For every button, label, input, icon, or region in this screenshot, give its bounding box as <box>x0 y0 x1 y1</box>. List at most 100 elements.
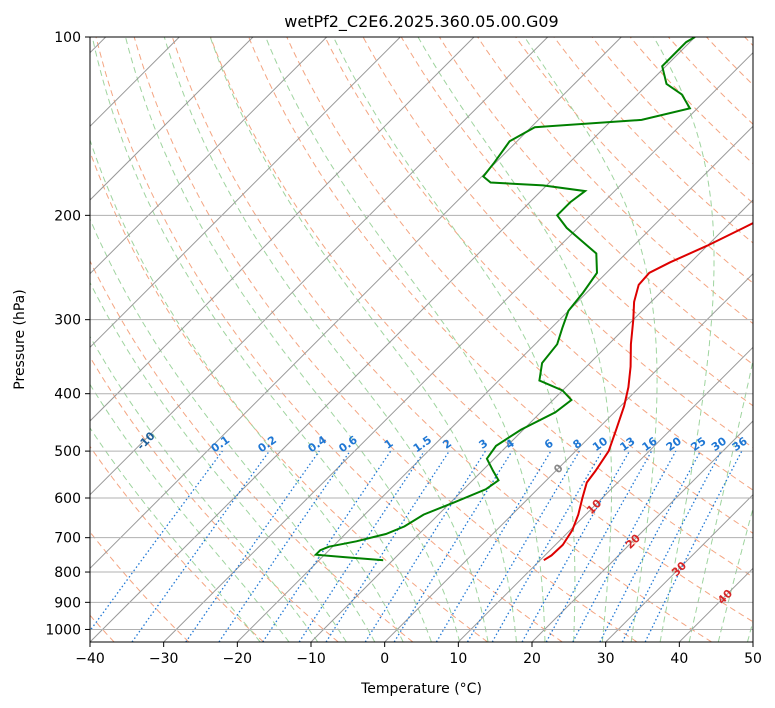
dry-adiabat <box>668 37 753 125</box>
x-tick-label: 40 <box>670 651 688 667</box>
dry-adiabat <box>706 37 753 86</box>
y-tick-label: 400 <box>54 387 81 403</box>
x-axis-label: Temperature (°C) <box>360 681 482 697</box>
dry-adiabat <box>515 37 753 284</box>
mixing-ratio-line <box>599 450 702 642</box>
isotherm <box>236 125 753 642</box>
moist-adiabat <box>688 358 753 642</box>
mixing-ratio-line <box>545 450 653 642</box>
mixing-ratio-label: 1.5 <box>411 433 434 455</box>
mixing-ratio-line <box>364 450 486 642</box>
isotherm <box>605 493 753 642</box>
isotherm <box>752 641 753 642</box>
moist-adiabat <box>125 37 461 642</box>
x-tick-label: 0 <box>380 651 389 667</box>
isotherm <box>90 37 622 570</box>
x-tick-label: −40 <box>75 651 105 667</box>
dry-adiabat <box>324 37 753 491</box>
dry-adiabat <box>171 37 712 642</box>
dry-adiabat <box>248 37 753 578</box>
mixing-ratio-label: 6 <box>542 437 556 452</box>
mixing-ratio-line <box>393 450 513 642</box>
dry-adiabat <box>95 37 563 642</box>
mixing-ratio-line <box>325 450 450 642</box>
moist-adiabat <box>717 506 753 642</box>
isotherm <box>90 37 254 201</box>
isotherm <box>457 346 753 642</box>
mixing-ratio-line <box>90 450 223 632</box>
moist-adiabat <box>163 37 489 642</box>
isotherm <box>90 37 401 349</box>
temperature-profile <box>543 222 753 562</box>
dry-adiabat <box>90 150 488 642</box>
isotherm <box>310 199 753 642</box>
isotherm <box>90 37 549 496</box>
isotherm-label: 10 <box>584 497 604 517</box>
dry-adiabat <box>286 37 753 534</box>
isotherm-label: 40 <box>715 587 735 607</box>
x-tick-label: −10 <box>296 651 326 667</box>
plot-frame <box>89 36 754 643</box>
moist-adiabat <box>90 427 261 642</box>
isotherm <box>384 272 753 642</box>
isotherm <box>90 37 696 642</box>
moist-adiabat <box>90 281 347 642</box>
mixing-ratio-line <box>435 450 552 642</box>
moist-adiabat <box>90 217 376 642</box>
mixing-ratio-label: 2 <box>440 437 454 452</box>
dry-adiabat-label: -30 <box>0 362 1 385</box>
mixing-ratio-label: 3 <box>477 437 491 452</box>
moist-adiabat <box>90 335 319 642</box>
x-tick-label: −30 <box>149 651 179 667</box>
isotherm <box>531 420 753 642</box>
plot-area: 0.10.20.40.611.52346810131620253036-100-… <box>0 37 753 642</box>
dry-adiabat <box>90 531 190 642</box>
isotherm <box>90 37 475 422</box>
mixing-ratio-label: 0.4 <box>306 433 330 455</box>
moist-adiabat <box>265 37 546 642</box>
x-tick-label: 30 <box>597 651 615 667</box>
mixing-ratio-line <box>521 450 631 642</box>
isotherm <box>678 567 753 642</box>
moist-adiabat <box>332 37 576 642</box>
dewpoint-profile <box>313 37 696 562</box>
dry-adiabat <box>90 356 339 642</box>
dry-adiabat <box>477 37 753 325</box>
y-axis-label: Pressure (hPa) <box>12 289 28 389</box>
y-tick-label: 300 <box>54 313 81 329</box>
moist-adiabat <box>417 37 612 642</box>
moist-adiabat <box>90 138 404 642</box>
dry-adiabat <box>90 445 264 642</box>
dry-adiabat-label: -20 <box>60 407 83 430</box>
dry-adiabat <box>90 259 414 642</box>
x-tick-label: 10 <box>449 651 467 667</box>
mixing-ratio-label: 0.1 <box>209 433 232 455</box>
mixing-ratio-line <box>644 450 743 642</box>
y-tick-label: 700 <box>54 531 81 547</box>
dry-adiabat <box>133 37 638 642</box>
mixing-ratio-line <box>218 450 351 642</box>
moist-adiabat <box>91 37 432 642</box>
mixing-ratio-line <box>131 450 270 642</box>
mixing-ratio-line <box>185 450 320 642</box>
y-tick-label: 900 <box>54 595 81 611</box>
y-tick-label: 500 <box>54 444 81 460</box>
y-tick-label: 1000 <box>45 622 81 638</box>
dry-adiabat <box>744 37 753 47</box>
moist-adiabat <box>90 383 290 642</box>
y-tick-label: 600 <box>54 491 81 507</box>
mixing-ratio-line <box>262 450 392 642</box>
dry-adiabat-label: -10 <box>134 429 157 452</box>
moist-adiabat <box>209 37 517 642</box>
x-tick-label: 50 <box>744 651 762 667</box>
y-tick-label: 200 <box>54 208 81 224</box>
y-tick-label: 100 <box>54 30 81 46</box>
chart-title: wetPf2_C2E6.2025.360.05.00.G09 <box>284 12 558 32</box>
dry-adiabat <box>210 37 753 623</box>
isotherm <box>90 37 328 275</box>
moist-adiabat <box>653 37 715 642</box>
x-tick-label: −20 <box>223 651 253 667</box>
mixing-ratio-line <box>572 450 677 642</box>
dry-adiabat <box>591 37 753 204</box>
